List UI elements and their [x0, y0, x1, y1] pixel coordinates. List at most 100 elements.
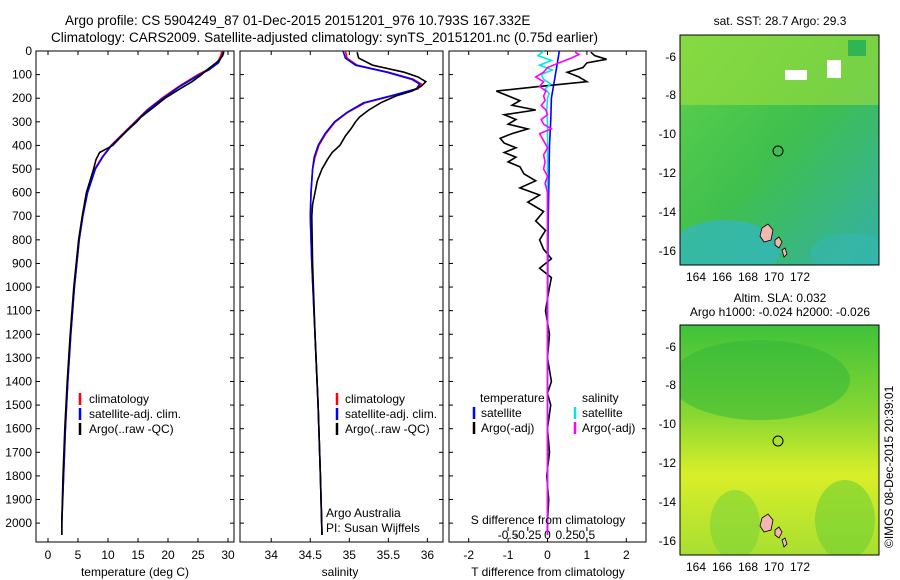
footer-stamp: ©IMOS 08-Dec-2015 20:39:01 [882, 385, 896, 548]
legend-heading-temperature: temperature [480, 391, 545, 405]
s-tick-label: 0 [544, 528, 551, 542]
difference-panel: -2 -1 0 1 2 -0.5-0.25 0 0.25 0.5 S difference f… [448, 50, 647, 579]
difference-legend: temperature satellite Argo(-adj) salinit… [472, 391, 635, 435]
depth-tick-label: 300 [12, 115, 32, 129]
x-tick-label: 5 [75, 548, 82, 562]
sst-map: sat. SST: 28.7 Argo: 29.3 164 166 168 17… [659, 14, 880, 284]
figure-title-line2: Climatology: CARS2009. Satellite-adjuste… [51, 30, 598, 45]
s-tick-label: -0.25 [514, 528, 542, 542]
x-tick-label: 30 [221, 548, 235, 562]
difference-series [495, 50, 607, 535]
argo-location-marker [772, 435, 784, 447]
sst-map-axes: 164 166 168 170 172 -6 -8 -10 -12 -14 -1… [659, 50, 811, 284]
s-tick-label: -0.5 [498, 528, 519, 542]
map-x-tick: 172 [790, 270, 810, 284]
sst-cell [848, 40, 866, 56]
x-tick-label: 34.5 [299, 548, 323, 562]
sla-map-frame [679, 324, 880, 556]
map-x-tick: 166 [712, 270, 732, 284]
depth-tick-label: 1900 [5, 493, 32, 507]
s-tick-label: 0.5 [579, 528, 596, 542]
map-x-tick: 164 [686, 270, 706, 284]
temperature-xlabel: temperature (deg C) [81, 565, 189, 579]
depth-tick-label: 900 [12, 256, 32, 270]
map-y-tick: -16 [659, 534, 677, 548]
salinity-xlabel: salinity [322, 565, 359, 579]
x-tick-label: 1 [584, 548, 591, 562]
difference-depth-ticks [449, 50, 646, 524]
sla-map-subtitle: Argo h1000: -0.024 h2000: -0.026 [690, 305, 870, 319]
legend-label-t-argo: Argo(-adj) [481, 421, 534, 435]
island-shape [759, 223, 774, 243]
depth-tick-label: 800 [12, 233, 32, 247]
credit-line2: PI: Susan Wijffels [326, 521, 420, 535]
series-line-climatology [60, 50, 223, 535]
salinity-series [309, 50, 428, 535]
map-y-tick: -8 [665, 378, 676, 392]
x-tick-label: 20 [161, 548, 175, 562]
sst-map-frame [679, 34, 880, 266]
argo-location-marker [772, 145, 784, 157]
map-x-tick: 170 [764, 560, 784, 574]
credit-line1: Argo Australia [326, 506, 401, 520]
depth-tick-label: 1000 [5, 280, 32, 294]
sst-map-title: sat. SST: 28.7 Argo: 29.3 [714, 14, 847, 28]
sst-warm-band [680, 35, 879, 105]
series-line-t-argo [495, 51, 607, 535]
salinity-depth-ticks [240, 50, 443, 524]
legend-label-argo: Argo(..raw -QC) [345, 422, 430, 436]
x-tick-label: 0 [45, 548, 52, 562]
depth-tick-label: 1600 [5, 422, 32, 436]
series-line-argo [60, 51, 225, 535]
map-y-tick: -6 [665, 50, 676, 64]
x-tick-label: 25 [191, 548, 205, 562]
sla-map-title: Altim. SLA: 0.032 [734, 291, 827, 305]
sla-map-axes: 164 166 168 170 172 -6 -8 -10 -12 -14 -1… [659, 340, 811, 574]
map-y-tick: -14 [659, 495, 677, 509]
map-y-tick: -12 [659, 166, 677, 180]
x-tick-label: 36 [421, 548, 435, 562]
map-y-tick: -6 [665, 340, 676, 354]
depth-tick-label: 700 [12, 209, 32, 223]
map-y-tick: -10 [659, 127, 677, 141]
x-tick-label: -1 [503, 548, 514, 562]
depth-tick-label: 1100 [6, 304, 32, 318]
x-tick-label: 34 [265, 548, 279, 562]
depth-tick-label: 600 [12, 186, 32, 200]
depth-tick-label: 400 [12, 138, 32, 152]
figure-title-line1: Argo profile: CS 5904249_87 01-Dec-2015 … [65, 13, 530, 28]
salinity-legend: climatology satellite-adj. clim. Argo(..… [335, 392, 437, 436]
temperature-axes-frame [35, 50, 235, 543]
series-line-climatology [309, 50, 423, 535]
sla-low-patch-south [815, 480, 875, 555]
t-difference-xlabel: T difference from climatology [471, 565, 625, 579]
series-line-satellite-adj-clim- [60, 50, 225, 535]
s-difference-label: S difference from climatology [471, 513, 626, 527]
map-y-tick: -10 [659, 417, 677, 431]
x-tick-label: -2 [463, 548, 474, 562]
salinity-x-axis: 34 34.5 35 35.5 36 [265, 51, 435, 562]
island-shape [781, 537, 788, 548]
depth-tick-label: 1200 [5, 327, 32, 341]
map-y-tick: -12 [659, 456, 677, 470]
depth-tick-label: 1800 [5, 469, 32, 483]
map-x-tick: 170 [764, 270, 784, 284]
legend-heading-salinity: salinity [582, 391, 619, 405]
s-tick-label: 0.25 [556, 528, 580, 542]
sla-low-patch-sw [710, 490, 760, 555]
legend-label-climatology: climatology [89, 392, 149, 406]
depth-tick-label: 1500 [5, 398, 32, 412]
legend-label-s-satellite: satellite [582, 406, 623, 420]
sla-map: Altim. SLA: 0.032 Argo h1000: -0.024 h20… [659, 291, 880, 574]
map-y-tick: -14 [659, 205, 677, 219]
depth-tick-label: 2000 [5, 516, 32, 530]
island-shape [759, 513, 774, 533]
x-tick-label: 2 [623, 548, 630, 562]
legend-label-s-argo: Argo(-adj) [582, 421, 635, 435]
depth-axis: 0 100 200 300 400 500 600 700 800 900 1000 1100 1200… [5, 44, 234, 530]
x-tick-label: 35.5 [377, 548, 401, 562]
map-x-tick: 172 [790, 560, 810, 574]
series-line-satellite-adj-clim- [309, 50, 421, 535]
x-tick-label: 35 [343, 548, 357, 562]
map-y-tick: -8 [665, 88, 676, 102]
